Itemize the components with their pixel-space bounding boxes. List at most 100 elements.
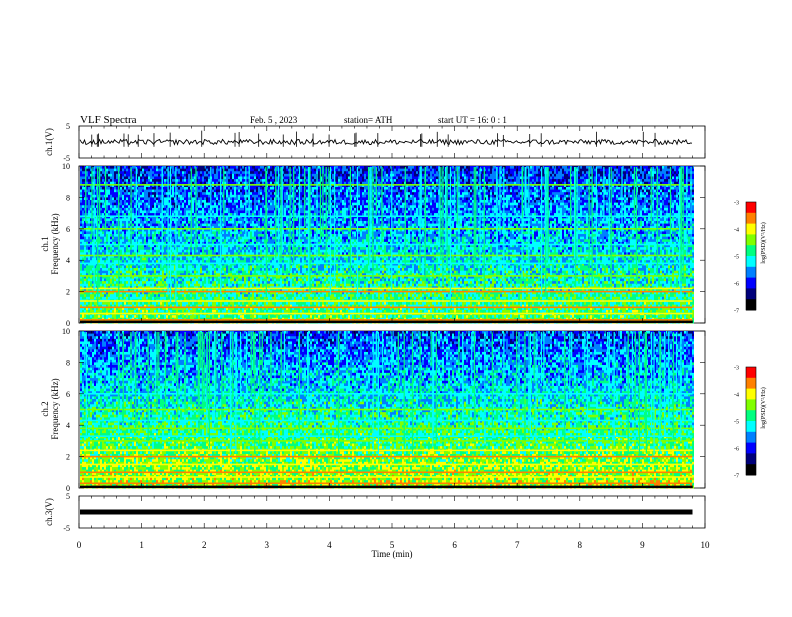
spectrogram-cell [246, 179, 248, 183]
spectrogram-cell [644, 184, 646, 188]
spectrogram-cell [160, 192, 162, 196]
spectrogram-cell [550, 192, 552, 196]
spectrogram-cell [362, 205, 364, 209]
spectrogram-cell [542, 176, 544, 180]
spectrogram-cell [306, 179, 308, 183]
spectrogram-cell [232, 179, 234, 183]
spectrogram-cell [294, 194, 296, 198]
spectrogram-cell [126, 192, 128, 196]
spectrogram-cell [592, 176, 594, 180]
spectrogram-cell [146, 184, 148, 188]
spectrogram-cell [362, 166, 364, 170]
spectrogram-cell [382, 197, 384, 201]
spectrogram-cell [86, 173, 88, 177]
spectrogram-cell [642, 176, 644, 180]
spectrogram-cell [512, 171, 514, 175]
spectrogram-cell [604, 200, 606, 204]
spectrogram-cell [394, 192, 396, 196]
spectrogram-cell [174, 189, 176, 193]
spectrogram-cell [180, 181, 182, 185]
spectrogram-cell [478, 173, 480, 177]
spectrogram-cell [416, 197, 418, 201]
spectrogram-cell [292, 184, 294, 188]
spectrogram-cell [482, 166, 484, 170]
spectrogram-cell [392, 197, 394, 201]
spectrogram-cell [226, 197, 228, 201]
spectrogram-cell [488, 186, 490, 190]
spectrogram-cell [548, 168, 550, 172]
spectrogram-cell [410, 202, 412, 206]
spectrogram-cell [126, 194, 128, 198]
spectrogram-cell [626, 202, 628, 206]
spectrogram-cell [260, 205, 262, 209]
spectrogram-cell [478, 200, 480, 204]
spectrogram-cell [386, 179, 388, 183]
spectrogram-cell [490, 202, 492, 206]
spectrogram-cell [80, 166, 82, 170]
spectrogram-cell [276, 166, 278, 170]
spectrogram-cell [200, 207, 202, 211]
spectrogram-cell [234, 189, 236, 193]
spectrogram-cell [156, 189, 158, 193]
spectrogram-cell [256, 200, 258, 204]
spectrogram-cell [484, 181, 486, 185]
spectrogram-cell [644, 197, 646, 201]
spectrogram-cell [556, 181, 558, 185]
spectrogram-cell [182, 181, 184, 185]
spectrogram-cell [654, 181, 656, 185]
spectrogram-cell [660, 186, 662, 190]
spectrogram-cell [178, 179, 180, 183]
spectrogram-cell [138, 176, 140, 180]
spectrogram-cell [110, 202, 112, 206]
spectrogram-cell [142, 194, 144, 198]
spectrogram-cell [542, 173, 544, 177]
spectrogram-cell [286, 194, 288, 198]
spectrogram-cell [478, 205, 480, 209]
spectrogram-cell [566, 189, 568, 193]
spectrogram-cell [582, 189, 584, 193]
spectrogram-cell [184, 179, 186, 183]
spectrogram-cell [560, 181, 562, 185]
spectrogram-cell [108, 184, 110, 188]
spectrogram-cell [154, 186, 156, 190]
spectrogram-cell [422, 173, 424, 177]
spectrogram-cell [178, 171, 180, 175]
spectrogram-cell [490, 168, 492, 172]
spectrogram-cell [554, 181, 556, 185]
spectrogram-cell [500, 189, 502, 193]
spectrogram-cell [556, 176, 558, 180]
spectrogram-cell [82, 173, 84, 177]
spectrogram-cell [560, 205, 562, 209]
spectrogram-cell [390, 171, 392, 175]
spectrogram-cell [226, 192, 228, 196]
spectrogram-cell [366, 179, 368, 183]
spectrogram-cell [604, 197, 606, 201]
spectrogram-cell [520, 184, 522, 188]
spectrogram-cell [396, 171, 398, 175]
spectrogram-cell [96, 168, 98, 172]
spectrogram-cell [152, 197, 154, 201]
spectrogram-cell [284, 202, 286, 206]
spectrogram-cell [586, 192, 588, 196]
spectrogram-cell [612, 189, 614, 193]
spectrogram-cell [436, 200, 438, 204]
spectrogram-cell [178, 202, 180, 206]
spectrogram-cell [504, 205, 506, 209]
spectrogram-cell [134, 176, 136, 180]
spectrogram-cell [216, 176, 218, 180]
spectrogram-cell [490, 171, 492, 175]
spectrogram-cell [638, 173, 640, 177]
spectrogram-cell [296, 200, 298, 204]
spectrogram-cell [270, 186, 272, 190]
spectrogram-cell [230, 186, 232, 190]
spectrogram-cell [366, 197, 368, 201]
spectrogram-cell [674, 179, 676, 183]
spectrogram-cell [676, 184, 678, 188]
spectrogram-cell [646, 194, 648, 198]
spectrogram-cell [110, 173, 112, 177]
spectrogram-cell [484, 192, 486, 196]
spectrogram-cell [502, 173, 504, 177]
spectrogram-cell [648, 173, 650, 177]
spectrogram-cell [364, 200, 366, 204]
spectrogram-cell [186, 205, 188, 209]
